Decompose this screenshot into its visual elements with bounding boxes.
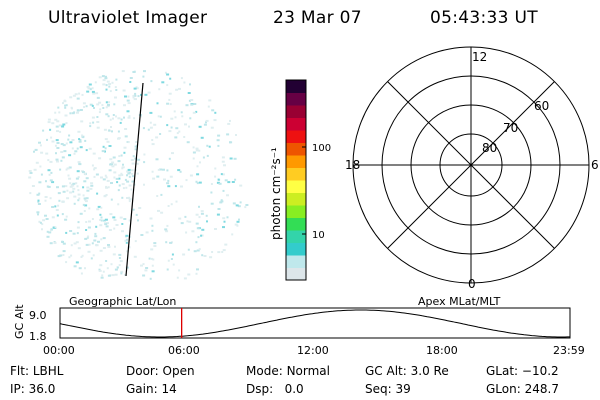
mlt-label-6: 6 [591, 158, 599, 172]
colorbar-cells [286, 80, 306, 281]
colorbar-cell [286, 180, 306, 193]
colorbar-cell [286, 155, 306, 168]
timeline-xtick-0000: 00:00 [43, 344, 75, 357]
colorbar-frame [285, 79, 307, 281]
terminator-line [125, 82, 144, 277]
timeline-ytick-high: 9.0 [29, 309, 47, 322]
colorbar-cell [286, 217, 306, 231]
instrument-title: Ultraviolet Imager [48, 8, 208, 28]
mlt-label-18: 18 [345, 158, 360, 172]
altitude-curve [59, 309, 570, 338]
lat-label-60: 60 [534, 99, 549, 113]
uv-image [28, 70, 249, 280]
colorbar-cell [286, 242, 306, 256]
colorbar-cell [286, 267, 306, 281]
colorbar-label-100: 100 [312, 143, 331, 154]
colorbar-cell [286, 105, 306, 118]
polar-grid: 12 0 18 6 80 70 60 [345, 46, 599, 291]
colorbar-unit-label: photon cm⁻²s⁻¹ [269, 147, 283, 240]
mlt-label-12: 12 [472, 50, 487, 64]
param-seq: Seq: 39 [365, 382, 411, 396]
colorbar: 100 10 photon cm⁻²s⁻¹ [269, 79, 331, 281]
mlt-label-0: 0 [468, 277, 476, 291]
timeline-left-caption: Geographic Lat/Lon [69, 295, 176, 308]
meridian-diagonal-2 [387, 81, 555, 249]
orbit-timeline: Geographic Lat/Lon Apex MLat/MLT GC Alt … [13, 295, 585, 357]
param-dsp: Dsp: 0.0 [246, 382, 304, 396]
lat-label-70: 70 [503, 121, 518, 135]
timeline-ytick-low: 1.8 [29, 330, 47, 343]
colorbar-cell [286, 167, 306, 181]
param-mode: Mode: Normal [246, 364, 330, 378]
colorbar-cell [286, 230, 306, 243]
param-glon: GLon: 248.7 [486, 382, 559, 396]
colorbar-cell [286, 205, 306, 218]
colorbar-cell [286, 255, 306, 268]
param-flt: Flt: LBHL [10, 364, 64, 378]
timeline-ylabel: GC Alt [13, 304, 26, 339]
colorbar-cell [286, 130, 306, 143]
timeline-xtick-0600: 06:00 [168, 344, 200, 357]
param-glat: GLat: −10.2 [486, 364, 559, 378]
param-gc-alt: GC Alt: 3.0 Re [365, 364, 449, 378]
lat-label-80: 80 [482, 141, 497, 155]
timeline-frame [59, 307, 571, 339]
colorbar-cell [286, 80, 306, 93]
param-gain: Gain: 14 [126, 382, 177, 396]
colorbar-cell [286, 192, 306, 206]
param-door: Door: Open [126, 364, 195, 378]
timeline-xtick-1800: 18:00 [426, 344, 458, 357]
observation-date: 23 Mar 07 [273, 8, 362, 28]
observation-time: 05:43:33 UT [430, 8, 538, 28]
timeline-xtick-2359: 23:59 [553, 344, 585, 357]
colorbar-cell [286, 117, 306, 131]
colorbar-cell [286, 142, 306, 156]
colorbar-label-10: 10 [312, 230, 325, 241]
param-ip: IP: 36.0 [10, 382, 56, 396]
colorbar-cell [286, 92, 306, 106]
uv-emission-speckles [28, 70, 249, 280]
timeline-xtick-1200: 12:00 [297, 344, 329, 357]
timeline-right-caption: Apex MLat/MLT [418, 295, 501, 308]
